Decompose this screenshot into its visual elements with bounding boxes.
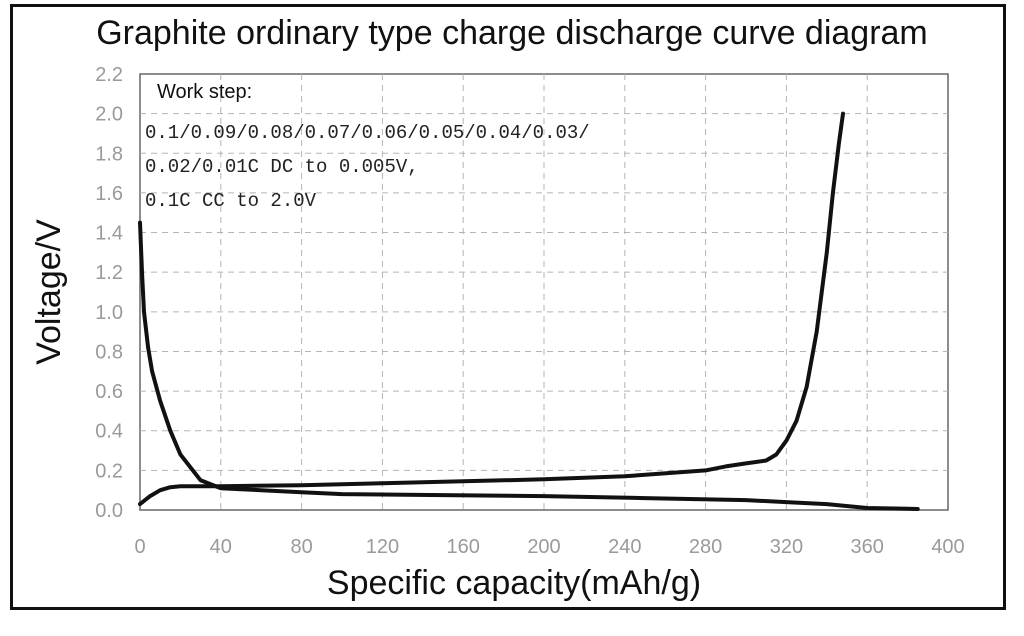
x-tick-labels: 0 40 80 120 160 200 240 280 320 360 400 bbox=[134, 536, 964, 558]
x-tick-label: 320 bbox=[770, 536, 803, 558]
annotation-line-1: 0.1/0.09/0.08/0.07/0.06/0.05/0.04/0.03/ bbox=[145, 122, 590, 144]
series-line-2 bbox=[138, 111, 845, 507]
y-tick-label: 0.6 bbox=[95, 381, 123, 403]
x-tick-label: 280 bbox=[689, 536, 722, 558]
x-tick-label: 400 bbox=[931, 536, 964, 558]
y-tick-label: 1.8 bbox=[95, 143, 123, 165]
annotation-line-3: 0.1C CC to 2.0V bbox=[145, 190, 317, 212]
x-tick-label: 200 bbox=[527, 536, 560, 558]
y-tick-label: 0.0 bbox=[95, 500, 123, 522]
series-line-1 bbox=[138, 220, 920, 511]
y-tick-label: 1.0 bbox=[95, 302, 123, 324]
x-tick-label: 240 bbox=[608, 536, 641, 558]
x-tick-label: 160 bbox=[447, 536, 480, 558]
x-tick-label: 80 bbox=[290, 536, 312, 558]
y-tick-labels: 0.0 0.2 0.4 0.6 0.8 1.0 1.2 1.4 1.6 1.8 2.0 2.2 bbox=[95, 64, 123, 522]
x-axis-label: Specific capacity(mAh/g) bbox=[327, 564, 701, 602]
x-tick-label: 360 bbox=[851, 536, 884, 558]
chart-frame bbox=[10, 4, 1006, 610]
y-tick-label: 2.2 bbox=[95, 64, 123, 86]
y-tick-label: 1.6 bbox=[95, 183, 123, 205]
y-tick-label: 2.0 bbox=[95, 104, 123, 126]
y-tick-label: 0.4 bbox=[95, 421, 123, 443]
annotation-line-2: 0.02/0.01C DC to 0.005V, bbox=[145, 156, 419, 178]
y-tick-label: 0.8 bbox=[95, 341, 123, 363]
y-tick-label: 1.4 bbox=[95, 223, 123, 245]
x-tick-label: 40 bbox=[210, 536, 232, 558]
chart-title: Graphite ordinary type charge discharge … bbox=[96, 14, 928, 52]
annotation-heading: Work step: bbox=[157, 81, 252, 103]
x-tick-label: 120 bbox=[366, 536, 399, 558]
y-axis-label: Voltage/V bbox=[30, 219, 68, 365]
y-tick-label: 0.2 bbox=[95, 460, 123, 482]
series-lines bbox=[138, 111, 920, 511]
x-tick-label: 0 bbox=[134, 536, 145, 558]
y-tick-label: 1.2 bbox=[95, 262, 123, 284]
